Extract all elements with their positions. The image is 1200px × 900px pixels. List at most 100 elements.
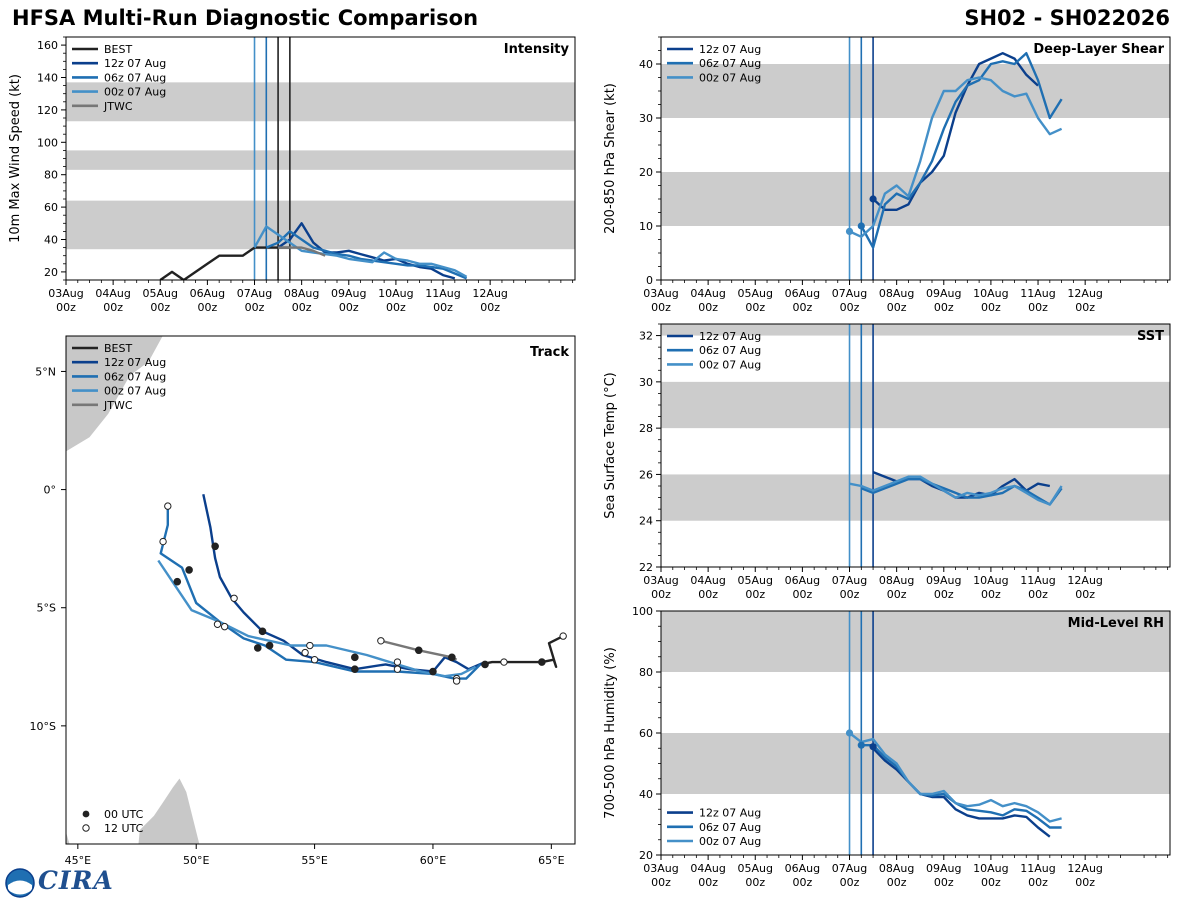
- sst-xtick-top-4: 07Aug: [832, 574, 867, 587]
- intensity-ytick-label-120: 120: [37, 104, 58, 117]
- rh-xtick-top-5: 08Aug: [879, 862, 914, 875]
- rh-xtick-bot-1: 00z: [698, 876, 718, 889]
- shear-marker-0: [845, 227, 854, 235]
- sst-ytick-label-30: 30: [639, 376, 653, 389]
- sst-band-2: [661, 324, 1170, 336]
- rh-ylabel: 700-500 hPa Humidity (%): [603, 647, 618, 819]
- intensity-series-r12: [277, 222, 456, 280]
- rh-xtick-top-4: 07Aug: [832, 862, 867, 875]
- track-point-00utc-10: [173, 577, 182, 586]
- rh-xtick-bot-5: 00z: [887, 876, 907, 889]
- sst-xtick-bot-8: 00z: [1028, 588, 1048, 601]
- track-ytick-label: 5°S: [37, 602, 56, 615]
- storm-id: SH02 - SH022026: [964, 6, 1170, 30]
- rh-xtick-bot-8: 00z: [1028, 876, 1048, 889]
- intensity-ytick-label-80: 80: [44, 169, 58, 182]
- shear-ylabel: 200-850 hPa Shear (kt): [603, 83, 618, 234]
- rh-xtick-top-0: 03Aug: [643, 862, 678, 875]
- track-marker-legend-12: [82, 824, 90, 832]
- intensity-xtick-bot-1: 00z: [103, 301, 123, 314]
- shear-xtick-top-4: 07Aug: [832, 287, 867, 300]
- rh-xtick-top-6: 09Aug: [926, 862, 961, 875]
- track-point-12utc-5: [393, 658, 402, 666]
- sst-xtick-top-2: 05Aug: [738, 574, 773, 587]
- sst-xtick-bot-5: 00z: [887, 588, 907, 601]
- sst-xtick-top-3: 06Aug: [785, 574, 820, 587]
- sst-xtick-bot-1: 00z: [698, 588, 718, 601]
- shear-marker-2: [869, 195, 877, 203]
- intensity-xtick-top-2: 05Aug: [143, 287, 178, 300]
- africa-coast: [66, 336, 164, 453]
- noaa-logo: [5, 868, 35, 898]
- intensity-series-best: [159, 246, 290, 280]
- shear-xtick-bot-2: 00z: [745, 301, 765, 314]
- intensity-xtick-bot-5: 00z: [292, 301, 312, 314]
- track-point-12utc-10: [213, 620, 222, 628]
- sst-xtick-bot-0: 00z: [651, 588, 671, 601]
- landmass: [66, 336, 201, 844]
- shear-xtick-bot-5: 00z: [887, 301, 907, 314]
- track-frame: [65, 335, 576, 845]
- track-legend-label-3: 00z 07 Aug: [104, 385, 166, 398]
- shear-band-1: [661, 64, 1170, 118]
- shear-ytick-label-10: 10: [639, 220, 653, 233]
- sst-xtick-top-1: 04Aug: [690, 574, 725, 587]
- intensity-band-1: [66, 150, 575, 170]
- sst-xtick-top-8: 11Aug: [1020, 574, 1055, 587]
- sst-xtick-bot-2: 00z: [745, 588, 765, 601]
- track-point-00utc-11: [414, 646, 423, 655]
- intensity-xtick-top-5: 08Aug: [284, 287, 319, 300]
- shear-xtick-top-5: 08Aug: [879, 287, 914, 300]
- track-point-12utc-11: [164, 502, 172, 510]
- shear-series-r00: [849, 76, 1063, 238]
- track-point-00utc-0: [538, 658, 546, 666]
- rh-ytick-label-40: 40: [639, 788, 653, 801]
- rh-xtick-top-3: 06Aug: [785, 862, 820, 875]
- track-point-00utc-7: [265, 641, 274, 650]
- track-marker-legend-00: [82, 810, 90, 818]
- rh-xtick-top-9: 12Aug: [1067, 862, 1102, 875]
- track-legend-label-0: BEST: [104, 342, 132, 355]
- shear-xtick-top-0: 03Aug: [643, 287, 678, 300]
- rh-xtick-bot-0: 00z: [651, 876, 671, 889]
- track-point-12utc-7: [306, 641, 314, 650]
- track-xtick-label: 50°E: [183, 854, 209, 867]
- sst-band-1: [661, 381, 1170, 429]
- rh-xtick-top-1: 04Aug: [690, 862, 725, 875]
- sst-xtick-bot-7: 00z: [981, 588, 1001, 601]
- track-point-00utc-8: [253, 644, 262, 652]
- shear-xtick-top-9: 12Aug: [1067, 287, 1102, 300]
- sst-xtick-bot-4: 00z: [840, 588, 860, 601]
- shear-xtick-top-7: 10Aug: [973, 287, 1008, 300]
- shear-series-r06: [860, 52, 1063, 249]
- intensity-ytick-label-100: 100: [37, 136, 58, 149]
- intensity-xtick-bot-7: 00z: [386, 301, 406, 314]
- intensity-xtick-top-7: 10Aug: [378, 287, 413, 300]
- intensity-ytick-label-60: 60: [44, 201, 58, 214]
- sst-legend-label-1: 06z 07 Aug: [699, 344, 761, 357]
- track-ytick-label: 5°N: [35, 365, 56, 378]
- track-xtick-label: 55°E: [301, 854, 327, 867]
- sst-ytick-label-28: 28: [639, 422, 653, 435]
- track-point-12utc-6: [310, 656, 319, 664]
- intensity-ytick-label-160: 160: [37, 39, 58, 52]
- intensity-title: Intensity: [504, 42, 570, 57]
- sst-xtick-top-6: 09Aug: [926, 574, 961, 587]
- shear-xtick-bot-3: 00z: [792, 301, 812, 314]
- sst-xtick-top-0: 03Aug: [643, 574, 678, 587]
- intensity-xtick-top-4: 07Aug: [237, 287, 272, 300]
- sst-ytick-label-32: 32: [639, 330, 653, 343]
- intensity-xtick-bot-2: 00z: [150, 301, 170, 314]
- rh-xtick-bot-3: 00z: [792, 876, 812, 889]
- shear-title: Deep-Layer Shear: [1033, 42, 1164, 57]
- track-point-12utc-12: [159, 537, 167, 546]
- rh-xtick-bot-9: 00z: [1075, 876, 1095, 889]
- intensity-xtick-bot-6: 00z: [339, 301, 359, 314]
- shear-xtick-bot-8: 00z: [1028, 301, 1048, 314]
- madagascar: [137, 777, 201, 844]
- shear-legend-label-0: 12z 07 Aug: [699, 43, 761, 56]
- intensity-series-r06: [265, 230, 468, 280]
- rh-ytick-label-60: 60: [639, 727, 653, 740]
- sst-xtick-bot-9: 00z: [1075, 588, 1095, 601]
- intensity-xtick-top-8: 11Aug: [425, 287, 460, 300]
